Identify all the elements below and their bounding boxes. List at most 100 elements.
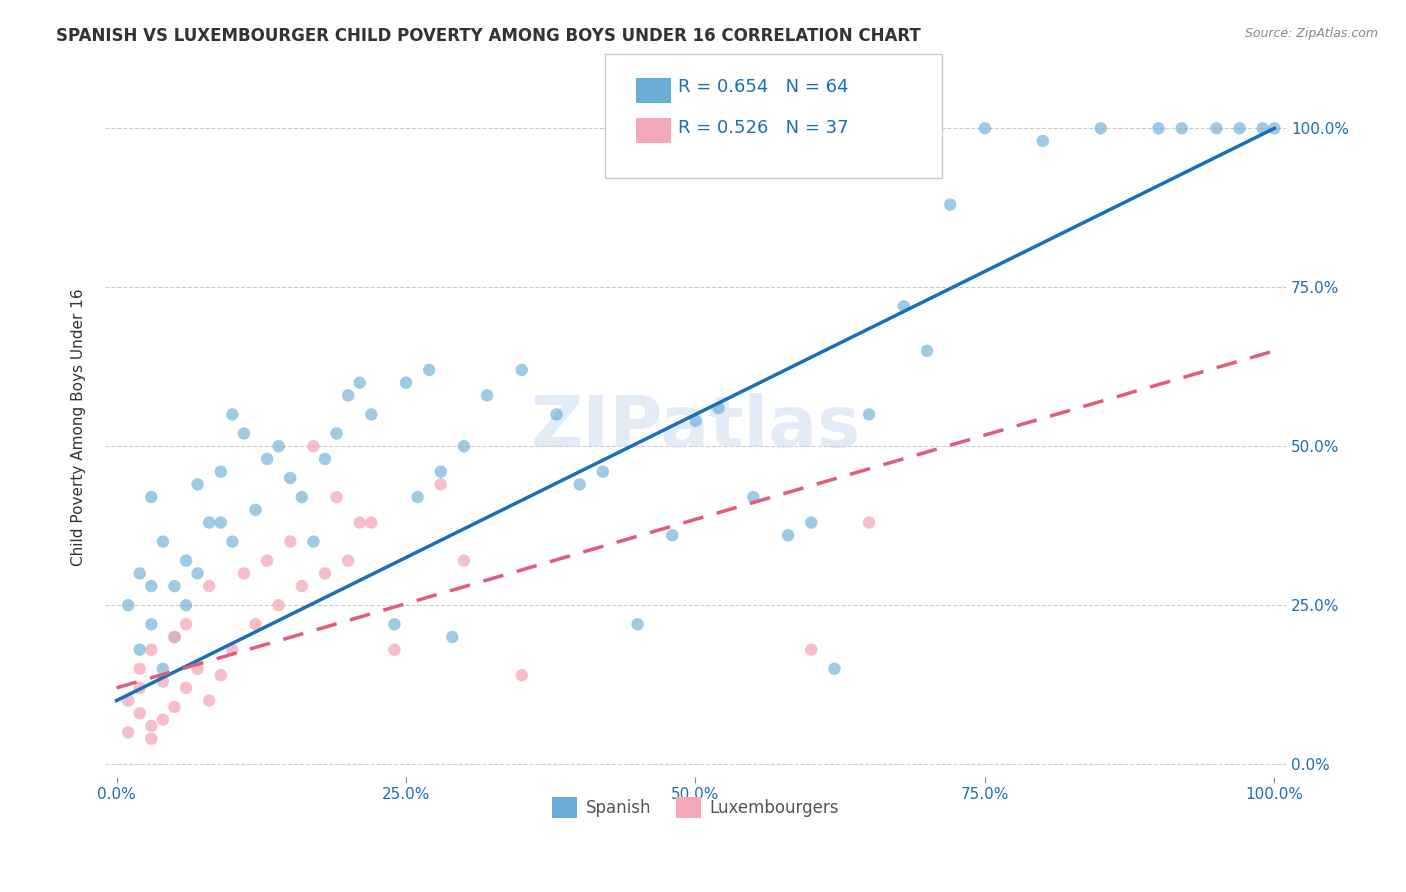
Point	[163, 630, 186, 644]
Point	[429, 477, 451, 491]
Y-axis label: Child Poverty Among Boys Under 16: Child Poverty Among Boys Under 16	[72, 288, 86, 566]
Point	[384, 642, 406, 657]
Point	[939, 197, 962, 211]
Point	[325, 426, 347, 441]
Point	[337, 388, 360, 402]
Point	[141, 719, 163, 733]
Point	[128, 642, 150, 657]
Point	[568, 477, 591, 491]
Point	[429, 465, 451, 479]
Point	[152, 662, 174, 676]
Point	[256, 554, 278, 568]
Text: Source: ZipAtlas.com: Source: ZipAtlas.com	[1244, 27, 1378, 40]
Point	[302, 439, 325, 453]
Point	[267, 598, 290, 612]
Point	[152, 674, 174, 689]
Point	[406, 490, 429, 504]
Point	[198, 579, 221, 593]
Point	[349, 376, 371, 390]
Point	[245, 617, 267, 632]
Point	[209, 668, 232, 682]
Legend: Spanish, Luxembourgers: Spanish, Luxembourgers	[546, 791, 845, 824]
Point	[187, 662, 209, 676]
Point	[117, 598, 139, 612]
Point	[174, 617, 197, 632]
Point	[117, 693, 139, 707]
Point	[626, 617, 648, 632]
Point	[141, 642, 163, 657]
Point	[418, 363, 440, 377]
Point	[1171, 121, 1194, 136]
Point	[128, 681, 150, 695]
Text: ZIPatlas: ZIPatlas	[530, 392, 860, 462]
Point	[974, 121, 997, 136]
Point	[117, 725, 139, 739]
Point	[661, 528, 683, 542]
Point	[209, 465, 232, 479]
Point	[267, 439, 290, 453]
Point	[141, 617, 163, 632]
Point	[128, 706, 150, 721]
Point	[685, 414, 707, 428]
Point	[800, 516, 823, 530]
Point	[707, 401, 730, 415]
Point	[1205, 121, 1227, 136]
Point	[592, 465, 614, 479]
Point	[360, 516, 382, 530]
Point	[302, 534, 325, 549]
Point	[858, 516, 880, 530]
Point	[1147, 121, 1170, 136]
Point	[893, 299, 915, 313]
Point	[778, 528, 800, 542]
Point	[453, 439, 475, 453]
Point	[742, 490, 765, 504]
Point	[510, 668, 533, 682]
Point	[325, 490, 347, 504]
Point	[198, 693, 221, 707]
Point	[152, 713, 174, 727]
Point	[546, 408, 568, 422]
Point	[174, 598, 197, 612]
Text: R = 0.526   N = 37: R = 0.526 N = 37	[678, 119, 848, 136]
Point	[441, 630, 464, 644]
Point	[395, 376, 418, 390]
Point	[174, 554, 197, 568]
Point	[453, 554, 475, 568]
Point	[291, 490, 314, 504]
Point	[278, 534, 301, 549]
Point	[1032, 134, 1054, 148]
Point	[256, 452, 278, 467]
Point	[1090, 121, 1112, 136]
Point	[510, 363, 533, 377]
Point	[232, 426, 254, 441]
Point	[187, 566, 209, 581]
Point	[475, 388, 498, 402]
Point	[163, 579, 186, 593]
Point	[360, 408, 382, 422]
Point	[163, 700, 186, 714]
Point	[915, 343, 938, 358]
Point	[198, 516, 221, 530]
Point	[141, 490, 163, 504]
Point	[823, 662, 845, 676]
Point	[209, 516, 232, 530]
Point	[800, 642, 823, 657]
Point	[384, 617, 406, 632]
Point	[128, 662, 150, 676]
Point	[221, 408, 243, 422]
Point	[152, 534, 174, 549]
Point	[245, 503, 267, 517]
Text: R = 0.654   N = 64: R = 0.654 N = 64	[678, 78, 848, 96]
Point	[221, 534, 243, 549]
Point	[1251, 121, 1274, 136]
Point	[314, 566, 336, 581]
Point	[278, 471, 301, 485]
Point	[291, 579, 314, 593]
Point	[1229, 121, 1251, 136]
Point	[337, 554, 360, 568]
Point	[1263, 121, 1285, 136]
Point	[232, 566, 254, 581]
Point	[141, 731, 163, 746]
Point	[163, 630, 186, 644]
Point	[349, 516, 371, 530]
